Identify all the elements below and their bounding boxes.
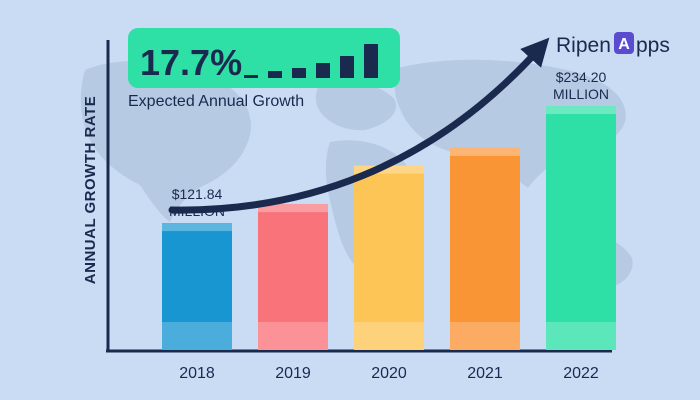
- growth-badge: 17.7% Expected Annual Growth: [128, 28, 400, 110]
- bar-top-highlight: [450, 147, 520, 156]
- bar-2022: [546, 106, 616, 351]
- growth-value: 17.7%: [140, 42, 242, 83]
- x-tick-label: 2018: [179, 365, 215, 382]
- data-label-unit: MILLION: [553, 86, 609, 102]
- bar-base-highlight: [354, 322, 424, 350]
- y-axis-label: ANNUAL GROWTH RATE: [82, 96, 99, 284]
- bar-2019: [258, 204, 328, 350]
- growth-badge-background: [128, 28, 400, 88]
- growth-caption: Expected Annual Growth: [128, 93, 304, 110]
- bar-top-highlight: [546, 106, 616, 115]
- x-tick-labels: 2018 2019 2020 2021 2022: [179, 365, 599, 382]
- bar-base-highlight: [450, 322, 520, 350]
- logo-text-pps: pps: [636, 34, 670, 57]
- logo-a-badge: [614, 32, 634, 54]
- x-tick-label: 2019: [275, 365, 311, 382]
- logo-a-letter: A: [618, 36, 630, 53]
- bar-base-highlight: [162, 322, 232, 350]
- bar-body: [450, 147, 520, 350]
- bar-2021: [450, 147, 520, 350]
- mini-bar-icon: [244, 44, 378, 78]
- bar-body: [354, 165, 424, 350]
- logo-text-ripen: Ripen: [556, 34, 611, 57]
- data-label-value: $121.84: [172, 186, 223, 202]
- bar-top-highlight: [162, 223, 232, 232]
- x-tick-label: 2020: [371, 365, 407, 382]
- bars-layer: [162, 106, 616, 351]
- bar-base-highlight: [546, 322, 616, 350]
- chart-axes: ANNUAL GROWTH RATE: [82, 40, 612, 353]
- growth-trend-arrow: [168, 37, 550, 214]
- bar-base-highlight: [258, 322, 328, 350]
- brand-logo: Ripen A pps: [556, 32, 670, 57]
- bar-body: [546, 106, 616, 351]
- bar-2020: [354, 165, 424, 350]
- x-tick-label: 2022: [563, 365, 599, 382]
- bar-top-highlight: [258, 204, 328, 213]
- data-label-value: $234.20: [556, 69, 607, 85]
- x-tick-label: 2021: [467, 365, 503, 382]
- bar-top-highlight: [354, 165, 424, 174]
- bar-2018: [162, 223, 232, 350]
